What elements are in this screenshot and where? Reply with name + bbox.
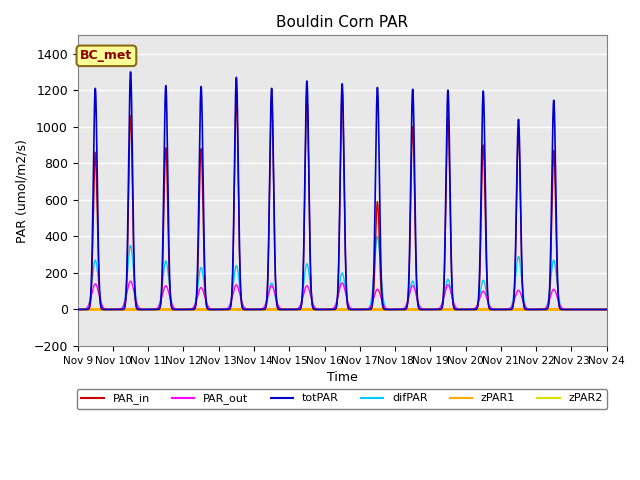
PAR_out bbox=[603, 307, 611, 312]
difPAR bbox=[412, 287, 419, 293]
difPAR bbox=[312, 306, 319, 312]
zPAR2 bbox=[412, 307, 419, 312]
totPAR bbox=[312, 307, 319, 312]
difPAR bbox=[74, 307, 81, 312]
PAR_in bbox=[596, 307, 604, 312]
zPAR1 bbox=[595, 307, 603, 312]
zPAR1 bbox=[548, 307, 556, 312]
zPAR2 bbox=[312, 307, 319, 312]
PAR_in bbox=[548, 200, 556, 205]
X-axis label: Time: Time bbox=[327, 372, 358, 384]
difPAR bbox=[548, 265, 556, 271]
totPAR bbox=[602, 307, 609, 312]
Legend: PAR_in, PAR_out, totPAR, difPAR, zPAR1, zPAR2: PAR_in, PAR_out, totPAR, difPAR, zPAR1, … bbox=[77, 389, 607, 409]
zPAR2 bbox=[534, 307, 541, 312]
PAR_out bbox=[596, 307, 604, 312]
Line: PAR_in: PAR_in bbox=[77, 91, 607, 310]
zPAR1 bbox=[603, 307, 611, 312]
PAR_in bbox=[534, 307, 541, 312]
PAR_in bbox=[74, 307, 81, 312]
PAR_out bbox=[74, 307, 81, 312]
difPAR bbox=[602, 307, 609, 312]
PAR_in bbox=[602, 307, 609, 312]
difPAR bbox=[374, 233, 381, 239]
PAR_out bbox=[534, 307, 541, 312]
PAR_in bbox=[603, 307, 611, 312]
zPAR1 bbox=[74, 307, 81, 312]
difPAR bbox=[534, 307, 541, 312]
totPAR bbox=[603, 307, 611, 312]
PAR_in bbox=[412, 231, 419, 237]
totPAR bbox=[127, 69, 134, 75]
PAR_out bbox=[548, 289, 556, 295]
zPAR2 bbox=[595, 307, 603, 312]
totPAR bbox=[74, 307, 81, 312]
PAR_out bbox=[127, 278, 134, 284]
zPAR2 bbox=[548, 307, 556, 312]
totPAR bbox=[534, 307, 541, 312]
zPAR1 bbox=[534, 307, 541, 312]
zPAR2 bbox=[74, 307, 81, 312]
PAR_in bbox=[312, 307, 319, 312]
PAR_out bbox=[312, 305, 319, 311]
PAR_out bbox=[412, 288, 419, 294]
Title: Bouldin Corn PAR: Bouldin Corn PAR bbox=[276, 15, 408, 30]
totPAR bbox=[412, 216, 419, 221]
Line: totPAR: totPAR bbox=[77, 72, 607, 310]
totPAR bbox=[548, 166, 556, 172]
zPAR2 bbox=[603, 307, 611, 312]
zPAR1 bbox=[412, 307, 419, 312]
difPAR bbox=[596, 307, 604, 312]
zPAR1 bbox=[602, 307, 609, 312]
totPAR bbox=[596, 307, 604, 312]
Text: BC_met: BC_met bbox=[80, 49, 132, 62]
PAR_out bbox=[602, 307, 609, 312]
Line: PAR_out: PAR_out bbox=[77, 281, 607, 310]
zPAR1 bbox=[312, 307, 319, 312]
zPAR2 bbox=[602, 307, 609, 312]
difPAR bbox=[603, 307, 611, 312]
Y-axis label: PAR (umol/m2/s): PAR (umol/m2/s) bbox=[15, 139, 28, 242]
Line: difPAR: difPAR bbox=[77, 236, 607, 310]
PAR_in bbox=[339, 88, 346, 94]
